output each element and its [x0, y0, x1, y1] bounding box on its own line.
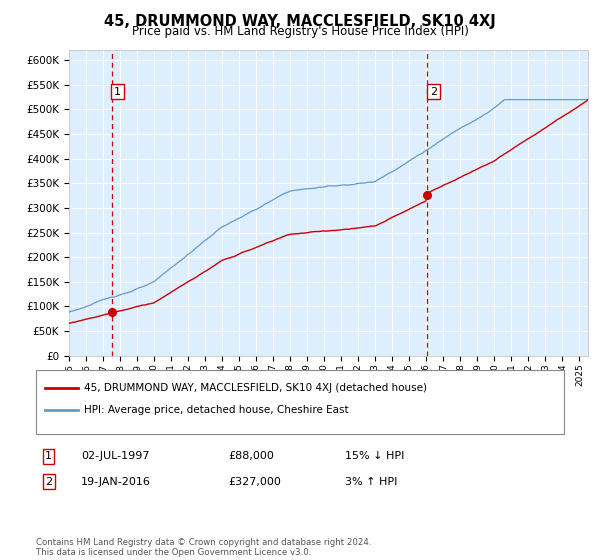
Text: 15% ↓ HPI: 15% ↓ HPI [345, 451, 404, 461]
Text: 2: 2 [430, 87, 437, 97]
Text: 45, DRUMMOND WAY, MACCLESFIELD, SK10 4XJ: 45, DRUMMOND WAY, MACCLESFIELD, SK10 4XJ [104, 14, 496, 29]
Text: 19-JAN-2016: 19-JAN-2016 [81, 477, 151, 487]
Text: £327,000: £327,000 [228, 477, 281, 487]
Text: 02-JUL-1997: 02-JUL-1997 [81, 451, 149, 461]
Text: 2: 2 [45, 477, 52, 487]
Text: HPI: Average price, detached house, Cheshire East: HPI: Average price, detached house, Ches… [84, 405, 349, 416]
Text: 45, DRUMMOND WAY, MACCLESFIELD, SK10 4XJ (detached house): 45, DRUMMOND WAY, MACCLESFIELD, SK10 4XJ… [84, 382, 427, 393]
Text: Contains HM Land Registry data © Crown copyright and database right 2024.
This d: Contains HM Land Registry data © Crown c… [36, 538, 371, 557]
Text: 1: 1 [45, 451, 52, 461]
Text: 3% ↑ HPI: 3% ↑ HPI [345, 477, 397, 487]
Text: 1: 1 [114, 87, 121, 97]
Text: £88,000: £88,000 [228, 451, 274, 461]
Text: Price paid vs. HM Land Registry's House Price Index (HPI): Price paid vs. HM Land Registry's House … [131, 25, 469, 38]
